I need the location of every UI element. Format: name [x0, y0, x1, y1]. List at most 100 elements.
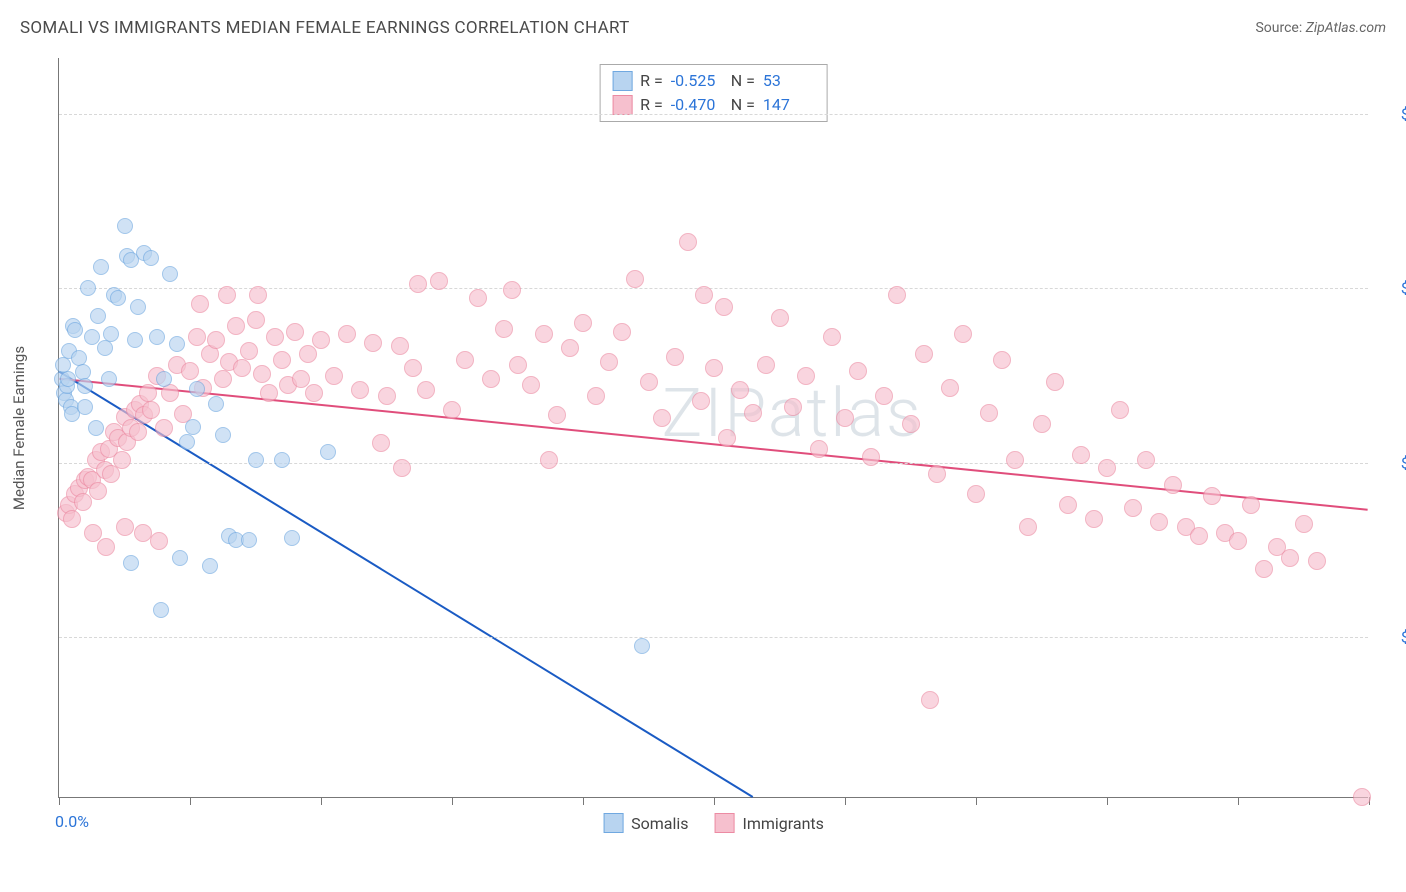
data-point-immigrants	[97, 538, 115, 556]
data-point-immigrants	[503, 281, 521, 299]
data-point-somalis	[162, 266, 178, 282]
data-point-immigrants	[364, 334, 382, 352]
data-point-immigrants	[188, 328, 206, 346]
data-point-somalis	[172, 550, 188, 566]
data-point-immigrants	[561, 339, 579, 357]
gridline	[59, 114, 1368, 115]
data-point-somalis	[67, 322, 83, 338]
data-point-immigrants	[915, 345, 933, 363]
data-point-somalis	[153, 602, 169, 618]
y-axis-title: Median Female Earnings	[10, 345, 28, 509]
trendlines-layer	[59, 58, 1368, 797]
data-point-somalis	[90, 308, 106, 324]
legend: Somalis Immigrants	[603, 813, 824, 833]
data-point-immigrants	[253, 365, 271, 383]
data-point-immigrants	[509, 356, 527, 374]
data-point-immigrants	[181, 362, 199, 380]
data-point-immigrants	[1046, 373, 1064, 391]
x-tick-mark	[845, 797, 846, 805]
data-point-somalis	[130, 299, 146, 315]
data-point-immigrants	[653, 409, 671, 427]
data-point-immigrants	[430, 272, 448, 290]
data-point-immigrants	[1164, 476, 1182, 494]
stat-n-label: N =	[731, 69, 755, 93]
data-point-immigrants	[757, 356, 775, 374]
y-tick-label: $35,000	[1378, 453, 1406, 472]
data-point-immigrants	[142, 401, 160, 419]
data-point-immigrants	[1111, 401, 1129, 419]
legend-label-somalis: Somalis	[631, 814, 688, 833]
data-point-somalis	[88, 420, 104, 436]
data-point-immigrants	[351, 381, 369, 399]
x-tick-mark	[59, 797, 60, 805]
data-point-immigrants	[587, 387, 605, 405]
data-point-immigrants	[1255, 560, 1273, 578]
data-point-somalis	[320, 444, 336, 460]
data-point-immigrants	[771, 309, 789, 327]
data-point-immigrants	[63, 510, 81, 528]
data-point-immigrants	[1203, 487, 1221, 505]
data-point-immigrants	[233, 359, 251, 377]
x-tick-mark	[190, 797, 191, 805]
data-point-immigrants	[404, 359, 422, 377]
data-point-immigrants	[921, 691, 939, 709]
scatter-chart: Median Female Earnings ZIPatlas R = -0.5…	[58, 58, 1368, 798]
data-point-immigrants	[836, 409, 854, 427]
data-point-immigrants	[495, 320, 513, 338]
data-point-immigrants	[249, 286, 267, 304]
data-point-immigrants	[941, 379, 959, 397]
x-tick-mark	[1238, 797, 1239, 805]
data-point-immigrants	[784, 398, 802, 416]
data-point-immigrants	[155, 419, 173, 437]
data-point-immigrants	[1190, 527, 1208, 545]
gridline	[59, 637, 1368, 638]
data-point-immigrants	[666, 348, 684, 366]
data-point-immigrants	[574, 314, 592, 332]
data-point-somalis	[634, 638, 650, 654]
legend-swatch-somalis	[612, 71, 632, 91]
data-point-immigrants	[1229, 532, 1247, 550]
data-point-immigrants	[980, 404, 998, 422]
data-point-immigrants	[1308, 552, 1326, 570]
data-point-immigrants	[705, 359, 723, 377]
data-point-immigrants	[456, 351, 474, 369]
chart-title: SOMALI VS IMMIGRANTS MEDIAN FEMALE EARNI…	[20, 18, 630, 38]
legend-swatch-immigrants	[714, 813, 734, 833]
data-point-immigrants	[305, 384, 323, 402]
data-point-immigrants	[1137, 451, 1155, 469]
data-point-immigrants	[1059, 496, 1077, 514]
data-point-somalis	[93, 259, 109, 275]
data-point-immigrants	[247, 311, 265, 329]
data-point-immigrants	[393, 459, 411, 477]
data-point-immigrants	[1242, 496, 1260, 514]
data-point-immigrants	[823, 328, 841, 346]
data-point-somalis	[101, 371, 117, 387]
data-point-somalis	[127, 332, 143, 348]
stat-n-value-somalis: 53	[763, 69, 815, 93]
data-point-immigrants	[902, 415, 920, 433]
data-point-immigrants	[207, 331, 225, 349]
data-point-immigrants	[74, 493, 92, 511]
data-point-immigrants	[718, 429, 736, 447]
data-point-immigrants	[600, 353, 618, 371]
data-point-immigrants	[417, 381, 435, 399]
data-point-immigrants	[1150, 513, 1168, 531]
y-tick-label: $22,500	[1378, 628, 1406, 647]
data-point-somalis	[103, 326, 119, 342]
data-point-immigrants	[535, 325, 553, 343]
data-point-immigrants	[89, 482, 107, 500]
data-point-immigrants	[993, 351, 1011, 369]
data-point-immigrants	[1295, 515, 1313, 533]
data-point-immigrants	[443, 401, 461, 419]
data-point-immigrants	[214, 370, 232, 388]
data-point-immigrants	[692, 392, 710, 410]
data-point-immigrants	[116, 518, 134, 536]
data-point-somalis	[179, 434, 195, 450]
data-point-immigrants	[875, 387, 893, 405]
data-point-immigrants	[928, 465, 946, 483]
x-tick-mark	[321, 797, 322, 805]
data-point-somalis	[77, 378, 93, 394]
data-point-immigrants	[810, 440, 828, 458]
data-point-immigrants	[522, 376, 540, 394]
data-point-immigrants	[113, 451, 131, 469]
